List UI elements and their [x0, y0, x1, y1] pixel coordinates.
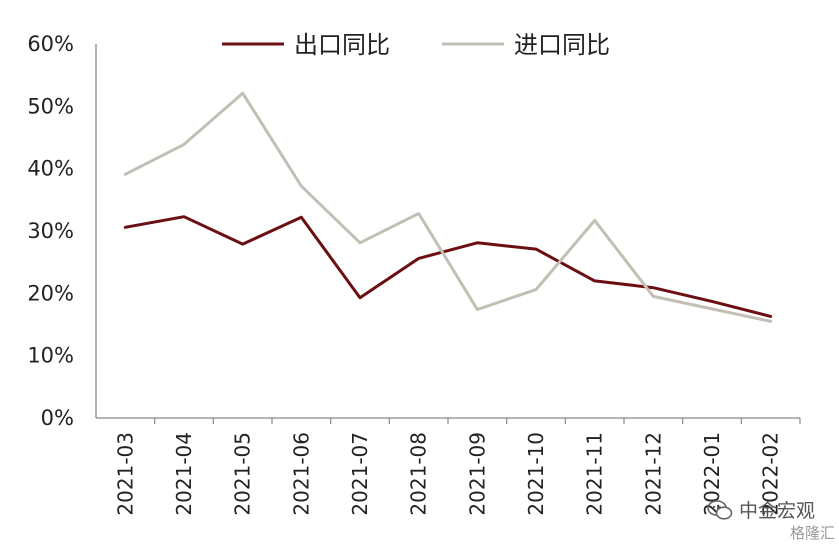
x-tick-label: 2021-05	[231, 432, 255, 516]
y-axis: 0% 10% 20% 30% 40% 50% 60%	[27, 32, 97, 430]
x-tick-label: 2021-03	[113, 432, 137, 516]
y-tick-label: 10%	[27, 344, 74, 368]
x-tick-label: 2021-12	[641, 432, 665, 516]
y-tick-label: 60%	[27, 32, 74, 56]
x-tick-label: 2021-08	[407, 432, 431, 516]
wechat-icon	[707, 499, 733, 520]
series-line-1	[123, 91, 773, 323]
legend-label-0: 出口同比	[294, 31, 390, 59]
x-axis: 2021-03 2021-04 2021-05 2021-06 2021-07 2021-…	[96, 417, 801, 516]
series-layer	[123, 91, 773, 323]
legend-label-1: 进口同比	[514, 31, 610, 59]
x-tick-label: 2021-11	[583, 432, 607, 516]
x-tick-label: 2021-10	[524, 432, 548, 516]
y-tick-label: 30%	[27, 219, 74, 243]
x-tick-label: 2021-06	[289, 432, 313, 516]
x-tick-label: 2021-07	[348, 432, 372, 516]
series-line-0	[123, 215, 773, 318]
y-tick-label: 40%	[27, 157, 74, 181]
legend: 出口同比 进口同比	[222, 31, 610, 59]
x-tick-label: 2022-02	[759, 432, 783, 516]
y-tick-label: 0%	[41, 406, 74, 430]
watermark-sub: 格隆汇	[789, 524, 835, 542]
x-tick-label: 2021-04	[172, 432, 196, 516]
watermark-text: 中金宏观	[738, 500, 815, 522]
y-tick-label: 50%	[27, 94, 74, 118]
x-tick-label: 2021-09	[465, 432, 489, 516]
y-tick-label: 20%	[27, 281, 74, 305]
watermark: 中金宏观	[707, 496, 815, 523]
